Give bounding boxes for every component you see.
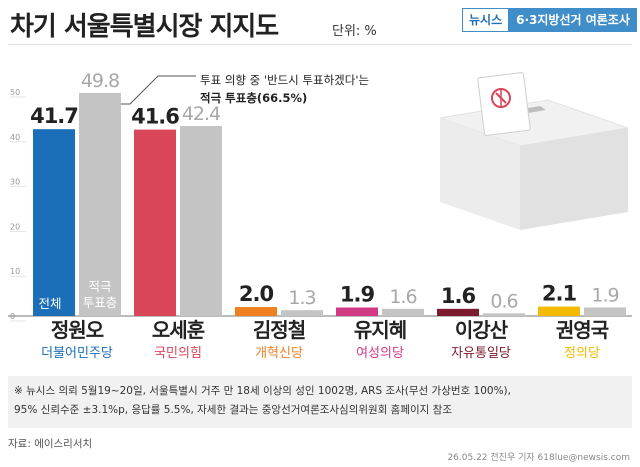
bar-active-3 [281, 310, 323, 316]
data-label-active-3: 1.3 [288, 287, 315, 309]
data-label-total-6: 2.1 [542, 282, 577, 306]
survey-footnote: ※ 뉴시스 의뢰 5월19~20일, 서울특별시 거주 만 18세 이상의 성인… [14, 382, 511, 420]
bar-total-4 [336, 307, 378, 316]
data-label-active-6: 1.9 [591, 284, 618, 306]
candidate-party: 더불어민주당 [41, 346, 113, 361]
bar-total-5 [437, 308, 479, 316]
data-label-total-3: 2.0 [239, 282, 274, 306]
footnote-line1: ※ 뉴시스 의뢰 5월19~20일, 서울특별시 거주 만 18세 이상의 성인… [14, 385, 511, 397]
candidate-name: 이강산 [454, 318, 508, 342]
footnote-box [8, 376, 632, 428]
bar-active-2 [180, 126, 222, 316]
legend-total-label: 전체 [38, 296, 62, 311]
bar-active-1 [79, 92, 121, 316]
survey-badge: 6·3지방선거 여론조사 [509, 8, 637, 32]
bar-total-2 [134, 129, 176, 316]
y-tick-label: 40 [10, 133, 20, 142]
callout-note: 투표 의향 중 '반드시 투표하겠다'는 적극 투표층(66.5%) [200, 71, 369, 107]
candidate-name: 정원오 [50, 318, 104, 342]
candidate-name: 오세훈 [151, 318, 205, 342]
y-tick-label: 50 [10, 88, 20, 97]
data-label-total-1: 41.7 [30, 104, 78, 128]
source-badge: 뉴시스 [462, 8, 510, 32]
data-label-total-5: 1.6 [441, 284, 476, 308]
candidate-party: 정의당 [564, 346, 600, 361]
legend-active-label: 적극 투표층 [78, 279, 122, 311]
footnote-line2: 95% 신뢰수준 ±3.1%p, 응답률 5.5%, 자세한 결과는 중앙선거여… [14, 404, 452, 416]
page-title: 차기 서울특별시장 지지도 [10, 12, 279, 42]
bar-total-6 [538, 306, 580, 316]
data-label-total-4: 1.9 [340, 282, 375, 306]
candidate-party: 국민의힘 [154, 346, 202, 361]
candidate-party: 개혁신당 [255, 346, 303, 361]
header-badge: 뉴시스 6·3지방선거 여론조사 [462, 8, 637, 32]
candidate-name: 김정철 [252, 318, 306, 342]
data-label-active-5: 0.6 [490, 290, 517, 312]
bar-total-1 [33, 129, 75, 316]
bar-total-3 [235, 307, 277, 316]
bar-active-5 [483, 313, 525, 316]
candidate-name: 유지혜 [353, 318, 407, 342]
candidate-row: 정원오 더불어민주당 오세훈 국민의힘 김정철 개혁신당 유지혜 여성의당 이강산 자유통일당 권영… [0, 318, 640, 368]
credit-line: 26.05.22 전진우 기자 618lue@newsis.com [447, 453, 630, 463]
source-note: 자료: 에이스리서치 [8, 438, 93, 450]
unit-label: 단위: % [332, 24, 377, 39]
callout-leader [120, 75, 196, 105]
candidate-party: 자유통일당 [451, 346, 511, 361]
candidate-name: 권영국 [555, 318, 609, 342]
candidate-party: 여성의당 [356, 346, 404, 361]
data-label-active-1: 49.8 [81, 70, 119, 92]
y-tick-label: 30 [10, 178, 20, 187]
ballot-box-icon [439, 72, 629, 230]
y-tick-label: 20 [10, 222, 20, 231]
callout-line2: 적극 투표층(66.5%) [200, 91, 308, 105]
data-label-active-4: 1.6 [389, 286, 416, 308]
legend-active-text: 적극 투표층 [82, 279, 118, 310]
bar-active-6 [584, 307, 626, 316]
header-divider [8, 44, 632, 45]
data-label-total-2: 41.6 [131, 105, 179, 129]
y-tick-label: 10 [10, 267, 20, 276]
bar-chart: 01020304050 41.749.841.642.42.01.31.91.6… [8, 70, 632, 322]
bar-active-4 [382, 308, 424, 316]
callout-line1: 투표 의향 중 '반드시 투표하겠다'는 [200, 73, 370, 87]
data-label-active-2: 42.4 [182, 103, 221, 125]
